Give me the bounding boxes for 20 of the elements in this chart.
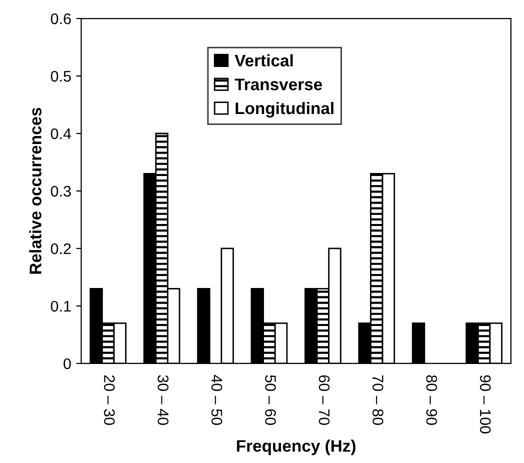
y-axis-title: Relative occurrences [29,108,42,274]
x-tick-label: 90 – 100 [480,375,491,434]
y-tick-label: 0.5 [50,70,71,82]
y-tick-label: 0.3 [50,186,71,197]
legend-label: Transverse [234,78,322,90]
y-tick-label: 0 [64,358,71,370]
x-tick-label: 40 – 50 [211,374,222,425]
x-tick-label: 30 – 40 [158,375,168,425]
y-tick-label: 0.4 [50,128,72,140]
y-tick-label: 0.6 [50,13,71,24]
y-tick-label: 0.1 [50,300,71,312]
x-tick-label: 70 – 80 [372,375,384,425]
x-axis-title: Frequency (Hz) [236,440,356,456]
x-tick-label: 80 – 90 [426,375,438,425]
x-tick-label: 20 – 30 [104,375,115,425]
legend-label: Longitudinal [236,102,334,118]
legend-label: Vertical [234,54,293,66]
x-tick-label: 50 – 60 [265,375,276,425]
x-tick-label: 60 – 70 [318,375,330,425]
y-tick-label: 0.2 [50,243,71,254]
